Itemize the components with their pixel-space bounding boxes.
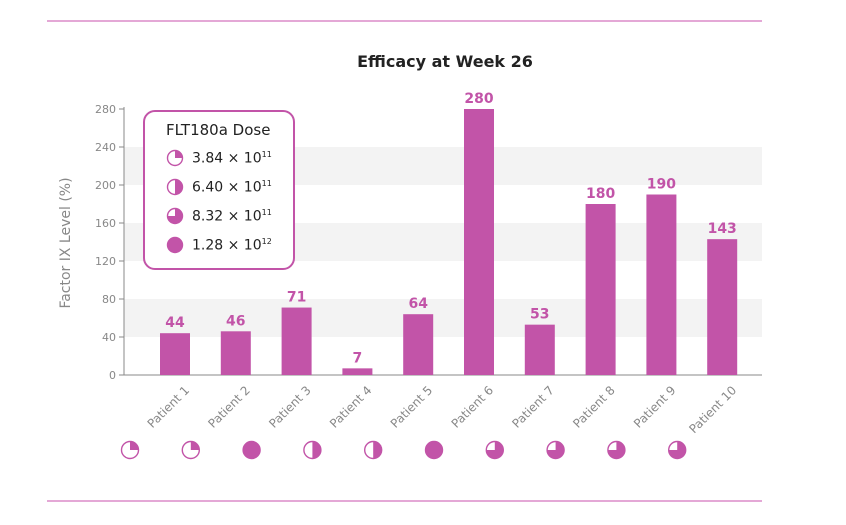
bars bbox=[160, 109, 738, 375]
dose-icon bbox=[120, 440, 140, 460]
legend-entry-exponent: 11 bbox=[261, 178, 272, 188]
x-tick-labels: Patient 1 Patient 2 Patient 3 Patient 4 Pati… bbox=[145, 383, 740, 436]
bar-value-label: 180 bbox=[586, 186, 615, 202]
x-tick-label: Patient 10 bbox=[686, 383, 739, 436]
y-tick-label: 160 bbox=[95, 217, 116, 230]
dose-icons bbox=[120, 440, 687, 460]
legend-entry: 6.40 × 1011 bbox=[166, 175, 272, 199]
bar bbox=[585, 204, 616, 375]
x-tick-label: Patient 3 bbox=[266, 383, 314, 431]
bar-value-label: 64 bbox=[408, 296, 428, 312]
bar bbox=[160, 333, 190, 375]
x-tick-label: Patient 2 bbox=[205, 383, 253, 431]
y-tick-label: 240 bbox=[95, 141, 116, 154]
dose-half-icon bbox=[166, 178, 184, 196]
dose-legend: FLT180a Dose 3.84 × 1011 6.40 × 1011 8.3… bbox=[143, 110, 295, 270]
bar-value-label: 71 bbox=[287, 290, 306, 306]
bar bbox=[524, 324, 555, 375]
bar-value-label: 280 bbox=[464, 91, 493, 107]
legend-entry: 1.28 × 1012 bbox=[166, 233, 272, 257]
legend-entry-mantissa: 3.84 × 10 bbox=[192, 150, 262, 167]
y-tick-label: 280 bbox=[95, 103, 116, 116]
dose-quarter-icon bbox=[166, 149, 184, 167]
dose-icon bbox=[303, 440, 322, 460]
legend-entry: 8.32 × 1011 bbox=[166, 204, 272, 228]
dose-icon bbox=[424, 440, 444, 460]
dose-full-icon bbox=[166, 236, 184, 254]
y-axis: 0 40 80 120 160 200 240 280 bbox=[95, 103, 762, 382]
y-tick-label: 80 bbox=[102, 293, 116, 306]
bar bbox=[342, 368, 373, 375]
dose-icon bbox=[364, 440, 383, 460]
x-tick-label: Patient 7 bbox=[509, 383, 557, 431]
legend-entry-mantissa: 8.32 × 10 bbox=[192, 208, 262, 225]
dose-three-quarter-icon bbox=[166, 207, 184, 225]
dose-icon bbox=[668, 440, 687, 460]
y-tick-label: 0 bbox=[109, 369, 116, 382]
bar bbox=[403, 314, 434, 375]
x-tick-label: Patient 9 bbox=[631, 383, 679, 431]
bottom-rule bbox=[47, 500, 762, 502]
bar-value-label: 44 bbox=[165, 315, 185, 331]
legend-entry-exponent: 12 bbox=[261, 236, 272, 246]
legend-entry-exponent: 11 bbox=[261, 207, 272, 217]
bar-labels: 44 46 71 7 64 280 53 180 190 143 bbox=[165, 91, 737, 366]
y-tick-label: 40 bbox=[102, 331, 116, 344]
chart-title: Efficacy at Week 26 bbox=[357, 52, 533, 71]
dose-icon bbox=[242, 440, 261, 460]
legend-title: FLT180a Dose bbox=[166, 121, 271, 139]
dose-icon bbox=[181, 440, 201, 460]
legend-entry: 3.84 × 1011 bbox=[166, 146, 272, 170]
bar-value-label: 143 bbox=[708, 221, 737, 237]
bar-value-label: 190 bbox=[647, 177, 676, 193]
y-axis-label: Factor IX Level (%) bbox=[58, 177, 74, 308]
bar-value-label: 7 bbox=[353, 350, 363, 366]
legend-entry-exponent: 11 bbox=[261, 149, 272, 159]
bar bbox=[646, 194, 677, 375]
x-tick-label: Patient 6 bbox=[449, 383, 497, 431]
x-tick-label: Patient 8 bbox=[570, 383, 618, 431]
legend-entry-mantissa: 6.40 × 10 bbox=[192, 179, 262, 196]
y-tick-label: 120 bbox=[95, 255, 116, 268]
dose-icon bbox=[485, 440, 504, 460]
bar-value-label: 53 bbox=[530, 307, 549, 323]
bar bbox=[281, 307, 312, 375]
dose-icon bbox=[546, 440, 565, 460]
bar-value-label: 46 bbox=[226, 313, 245, 329]
bar bbox=[220, 331, 251, 375]
dose-icon bbox=[607, 440, 626, 460]
y-tick-label: 200 bbox=[95, 179, 116, 192]
x-tick-label: Patient 4 bbox=[327, 383, 375, 431]
legend-entry-mantissa: 1.28 × 10 bbox=[192, 237, 262, 254]
x-tick-label: Patient 1 bbox=[145, 383, 193, 431]
bar bbox=[707, 239, 738, 375]
bar bbox=[464, 109, 494, 375]
x-tick-label: Patient 5 bbox=[388, 383, 436, 431]
top-rule bbox=[47, 20, 762, 22]
